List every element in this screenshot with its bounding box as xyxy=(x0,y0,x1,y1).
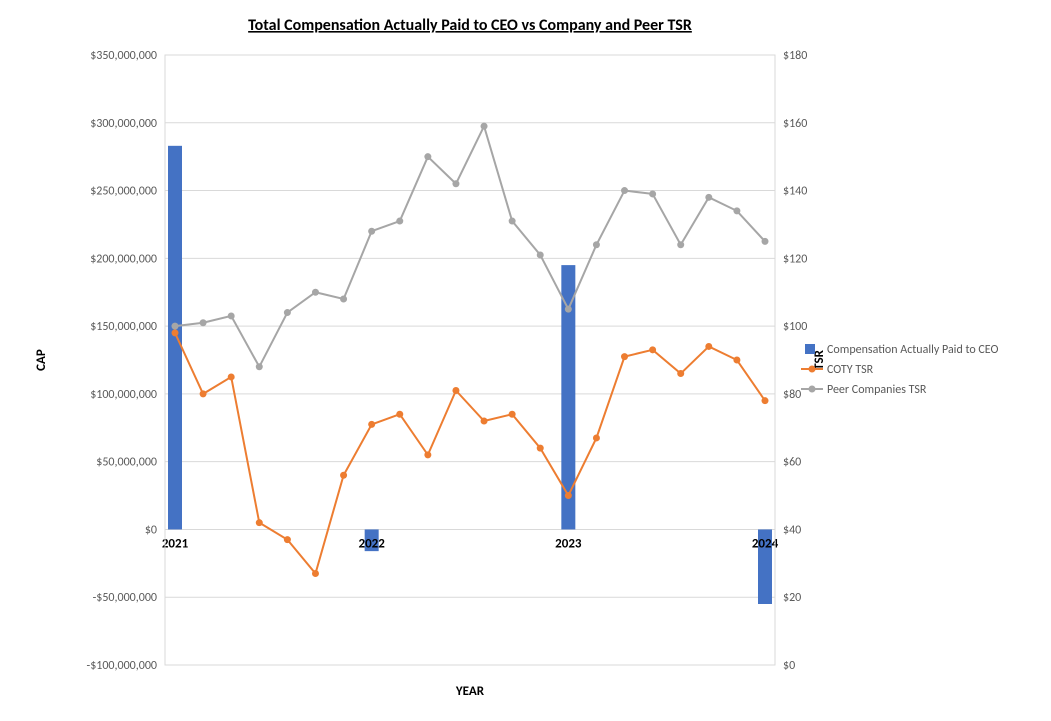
left-tick-label: -$50,000,000 xyxy=(93,591,157,605)
left-tick-label: $300,000,000 xyxy=(90,117,157,131)
right-tick-label: $180 xyxy=(783,49,807,63)
right-tick-label: $80 xyxy=(783,388,801,402)
series-marker xyxy=(452,387,459,394)
right-tick-label: $60 xyxy=(783,456,801,470)
left-tick-label: $250,000,000 xyxy=(90,185,157,199)
series-marker xyxy=(200,390,207,397)
series-marker xyxy=(284,309,291,316)
series-marker xyxy=(396,218,403,225)
series-marker xyxy=(649,190,656,197)
series-marker xyxy=(705,343,712,350)
series-marker xyxy=(452,180,459,187)
x-tick-label: 2022 xyxy=(358,536,385,551)
legend-label: COTY TSR xyxy=(827,363,874,377)
right-tick-label: $20 xyxy=(783,591,801,605)
left-tick-label: $0 xyxy=(145,523,157,537)
right-tick-label: $0 xyxy=(783,659,795,673)
series-marker xyxy=(733,357,740,364)
series-marker xyxy=(677,370,684,377)
left-tick-label: $150,000,000 xyxy=(90,320,157,334)
series-marker xyxy=(565,306,572,313)
right-tick-label: $100 xyxy=(783,320,807,334)
legend-label: Peer Companies TSR xyxy=(827,383,927,397)
left-tick-label: $50,000,000 xyxy=(96,456,157,470)
series-marker xyxy=(705,194,712,201)
x-tick-label: 2021 xyxy=(162,536,189,551)
right-tick-label: $140 xyxy=(783,185,807,199)
x-axis-label: YEAR xyxy=(455,684,485,699)
series-marker xyxy=(312,289,319,296)
series-marker xyxy=(649,346,656,353)
cap-bar xyxy=(168,146,182,530)
compensation-vs-tsr-chart: -$100,000,000 -$50,000,000 $0 $50,000,000 $1… xyxy=(0,0,1051,721)
legend-marker xyxy=(809,386,816,393)
y-axis-left-label: CAP xyxy=(34,349,49,371)
left-tick-label: $100,000,000 xyxy=(90,388,157,402)
series-marker xyxy=(509,218,516,225)
x-tick-label: 2023 xyxy=(555,536,582,551)
legend-swatch xyxy=(805,344,815,354)
legend-marker xyxy=(809,366,816,373)
series-marker xyxy=(762,397,769,404)
series-marker xyxy=(481,418,488,425)
series-marker xyxy=(537,251,544,258)
series-marker xyxy=(424,451,431,458)
series-marker xyxy=(340,472,347,479)
series-marker xyxy=(424,153,431,160)
series-marker xyxy=(312,570,319,577)
left-tick-label: $350,000,000 xyxy=(90,49,157,63)
right-tick-label: $120 xyxy=(783,252,807,266)
cap-bar xyxy=(561,265,575,529)
series-marker xyxy=(481,123,488,130)
series-marker xyxy=(172,323,179,330)
series-marker xyxy=(509,411,516,418)
series-marker xyxy=(256,363,263,370)
left-tick-label: -$100,000,000 xyxy=(87,659,157,673)
right-tick-label: $40 xyxy=(783,523,801,537)
series-marker xyxy=(593,241,600,248)
series-marker xyxy=(340,296,347,303)
series-marker xyxy=(733,207,740,214)
series-marker xyxy=(396,411,403,418)
series-marker xyxy=(593,434,600,441)
series-marker xyxy=(537,445,544,452)
series-marker xyxy=(677,241,684,248)
left-tick-label: $200,000,000 xyxy=(90,252,157,266)
chart-title: Total Compensation Actually Paid to CEO … xyxy=(248,16,692,35)
series-marker xyxy=(228,373,235,380)
series-marker xyxy=(621,187,628,194)
series-marker xyxy=(368,421,375,428)
series-marker xyxy=(200,319,207,326)
series-marker xyxy=(284,536,291,543)
series-marker xyxy=(172,329,179,336)
series-marker xyxy=(256,519,263,526)
series-marker xyxy=(228,312,235,319)
right-tick-label: $160 xyxy=(783,117,807,131)
series-marker xyxy=(565,492,572,499)
series-marker xyxy=(762,238,769,245)
series-marker xyxy=(621,353,628,360)
legend-label: Compensation Actually Paid to CEO xyxy=(827,343,998,357)
series-marker xyxy=(368,228,375,235)
